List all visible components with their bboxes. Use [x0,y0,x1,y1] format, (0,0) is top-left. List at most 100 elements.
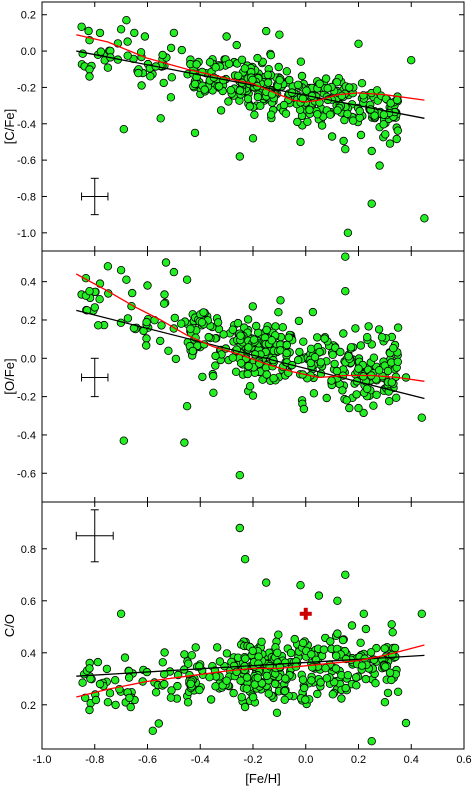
data-point [326,110,335,119]
data-point [322,674,331,683]
data-point [341,144,350,154]
data-point [262,325,271,335]
data-point [308,307,318,317]
point-cloud [77,252,426,480]
data-point [254,659,263,668]
data-point [355,106,364,116]
y-tick-label: 0.2 [21,10,36,22]
data-point [141,341,151,350]
data-point [205,673,214,682]
data-point [159,299,169,308]
data-point [233,318,243,328]
data-point [320,334,329,343]
data-point [235,152,244,161]
data-point [343,109,352,119]
data-point [245,382,255,391]
data-point [91,695,101,705]
data-point [125,693,134,703]
data-point [156,114,165,123]
data-point [244,361,253,371]
data-point [374,325,384,334]
data-point [123,314,133,323]
data-point [161,258,171,267]
data-point [299,404,309,414]
data-point [146,72,155,81]
data-point [242,673,252,682]
data-point [319,645,329,654]
data-point [346,343,356,352]
data-point [295,347,304,357]
data-point [361,624,371,634]
data-point [339,136,348,146]
data-point [385,668,395,677]
data-point [375,161,384,170]
data-point [313,110,322,119]
data-point [336,347,345,357]
data-point [119,124,128,134]
data-point [198,372,207,382]
data-point [327,376,336,385]
data-point [282,67,291,76]
y-axis-label: [O/Fe] [2,358,17,394]
data-point [313,333,322,342]
data-point [342,396,351,405]
data-point [157,321,166,330]
data-point [256,101,265,110]
data-point [253,673,262,682]
data-point [306,358,315,368]
data-point [393,126,402,135]
data-point [262,578,271,587]
data-point [254,652,263,661]
data-point [296,137,305,147]
data-point [290,634,299,644]
data-point [182,402,192,411]
data-point [337,694,346,703]
data-point [222,32,231,41]
y-tick-label: 0.4 [21,648,36,660]
data-point [341,252,350,261]
data-point [266,110,276,119]
data-point [159,78,168,88]
point-cloud [77,16,429,237]
data-point [372,390,381,399]
data-point [111,700,120,710]
data-point [375,366,384,375]
data-point [103,698,113,707]
smooth-fit-line [76,34,425,103]
data-point [224,59,234,68]
y-tick-label: 0.2 [21,700,36,712]
data-point [166,43,176,53]
x-tick-label: 0.0 [298,754,313,766]
data-point [228,325,237,334]
data-point [195,685,204,695]
data-point [379,110,389,119]
data-point [333,596,342,605]
data-point [186,679,195,688]
data-point [182,275,192,284]
x-tick-label: -0.4 [191,754,210,766]
data-point [235,523,244,533]
data-point [205,58,215,67]
data-point [226,85,235,95]
data-point [187,651,196,660]
error-bar [81,357,109,398]
data-point [160,290,169,299]
data-point [383,366,393,376]
data-point [284,333,294,342]
data-point [248,134,258,143]
data-point [116,609,126,618]
data-point [369,401,378,410]
data-point [279,100,289,110]
data-point [160,679,169,689]
smooth-fit-line [76,644,425,698]
data-point [110,676,120,685]
data-point [321,664,330,673]
data-point [140,32,150,41]
data-point [215,657,225,666]
data-point [328,690,337,699]
data-point [216,106,226,115]
data-point [315,79,324,88]
data-point [343,671,353,680]
data-point [300,683,309,693]
data-point [321,74,331,83]
